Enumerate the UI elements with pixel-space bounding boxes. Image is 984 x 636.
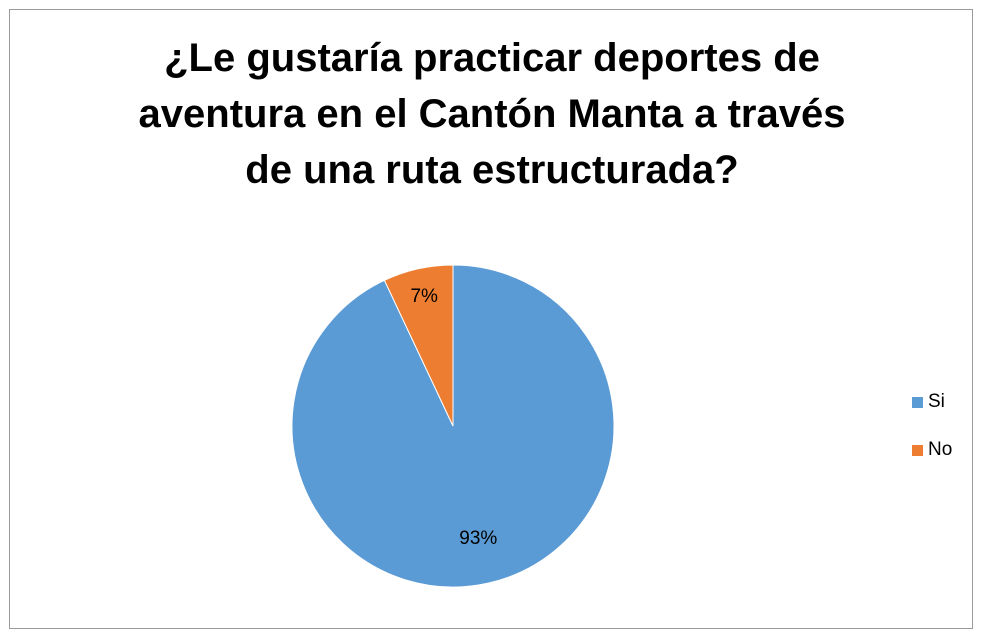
legend-swatch-no [912,444,923,456]
legend-item-si: Si [912,390,952,414]
data-label-no: 7% [410,286,438,307]
data-label-si: 93% [459,528,497,549]
chart-title-line-3: de una ruta estructurada? [245,148,739,192]
chart-title-line-2: aventura en el Cantón Manta a través [138,92,846,136]
legend-item-no: No [912,438,952,462]
legend-label-si: Si [928,391,945,412]
legend: Si No [912,390,952,486]
legend-label-no: No [928,439,953,460]
pie-slice-no [383,264,454,427]
chart-title-line-1: ¿Le gustaría practicar deportes de [164,36,820,80]
chart-title: ¿Le gustaría practicar deportes de avent… [60,30,924,198]
legend-swatch-si [912,396,923,408]
